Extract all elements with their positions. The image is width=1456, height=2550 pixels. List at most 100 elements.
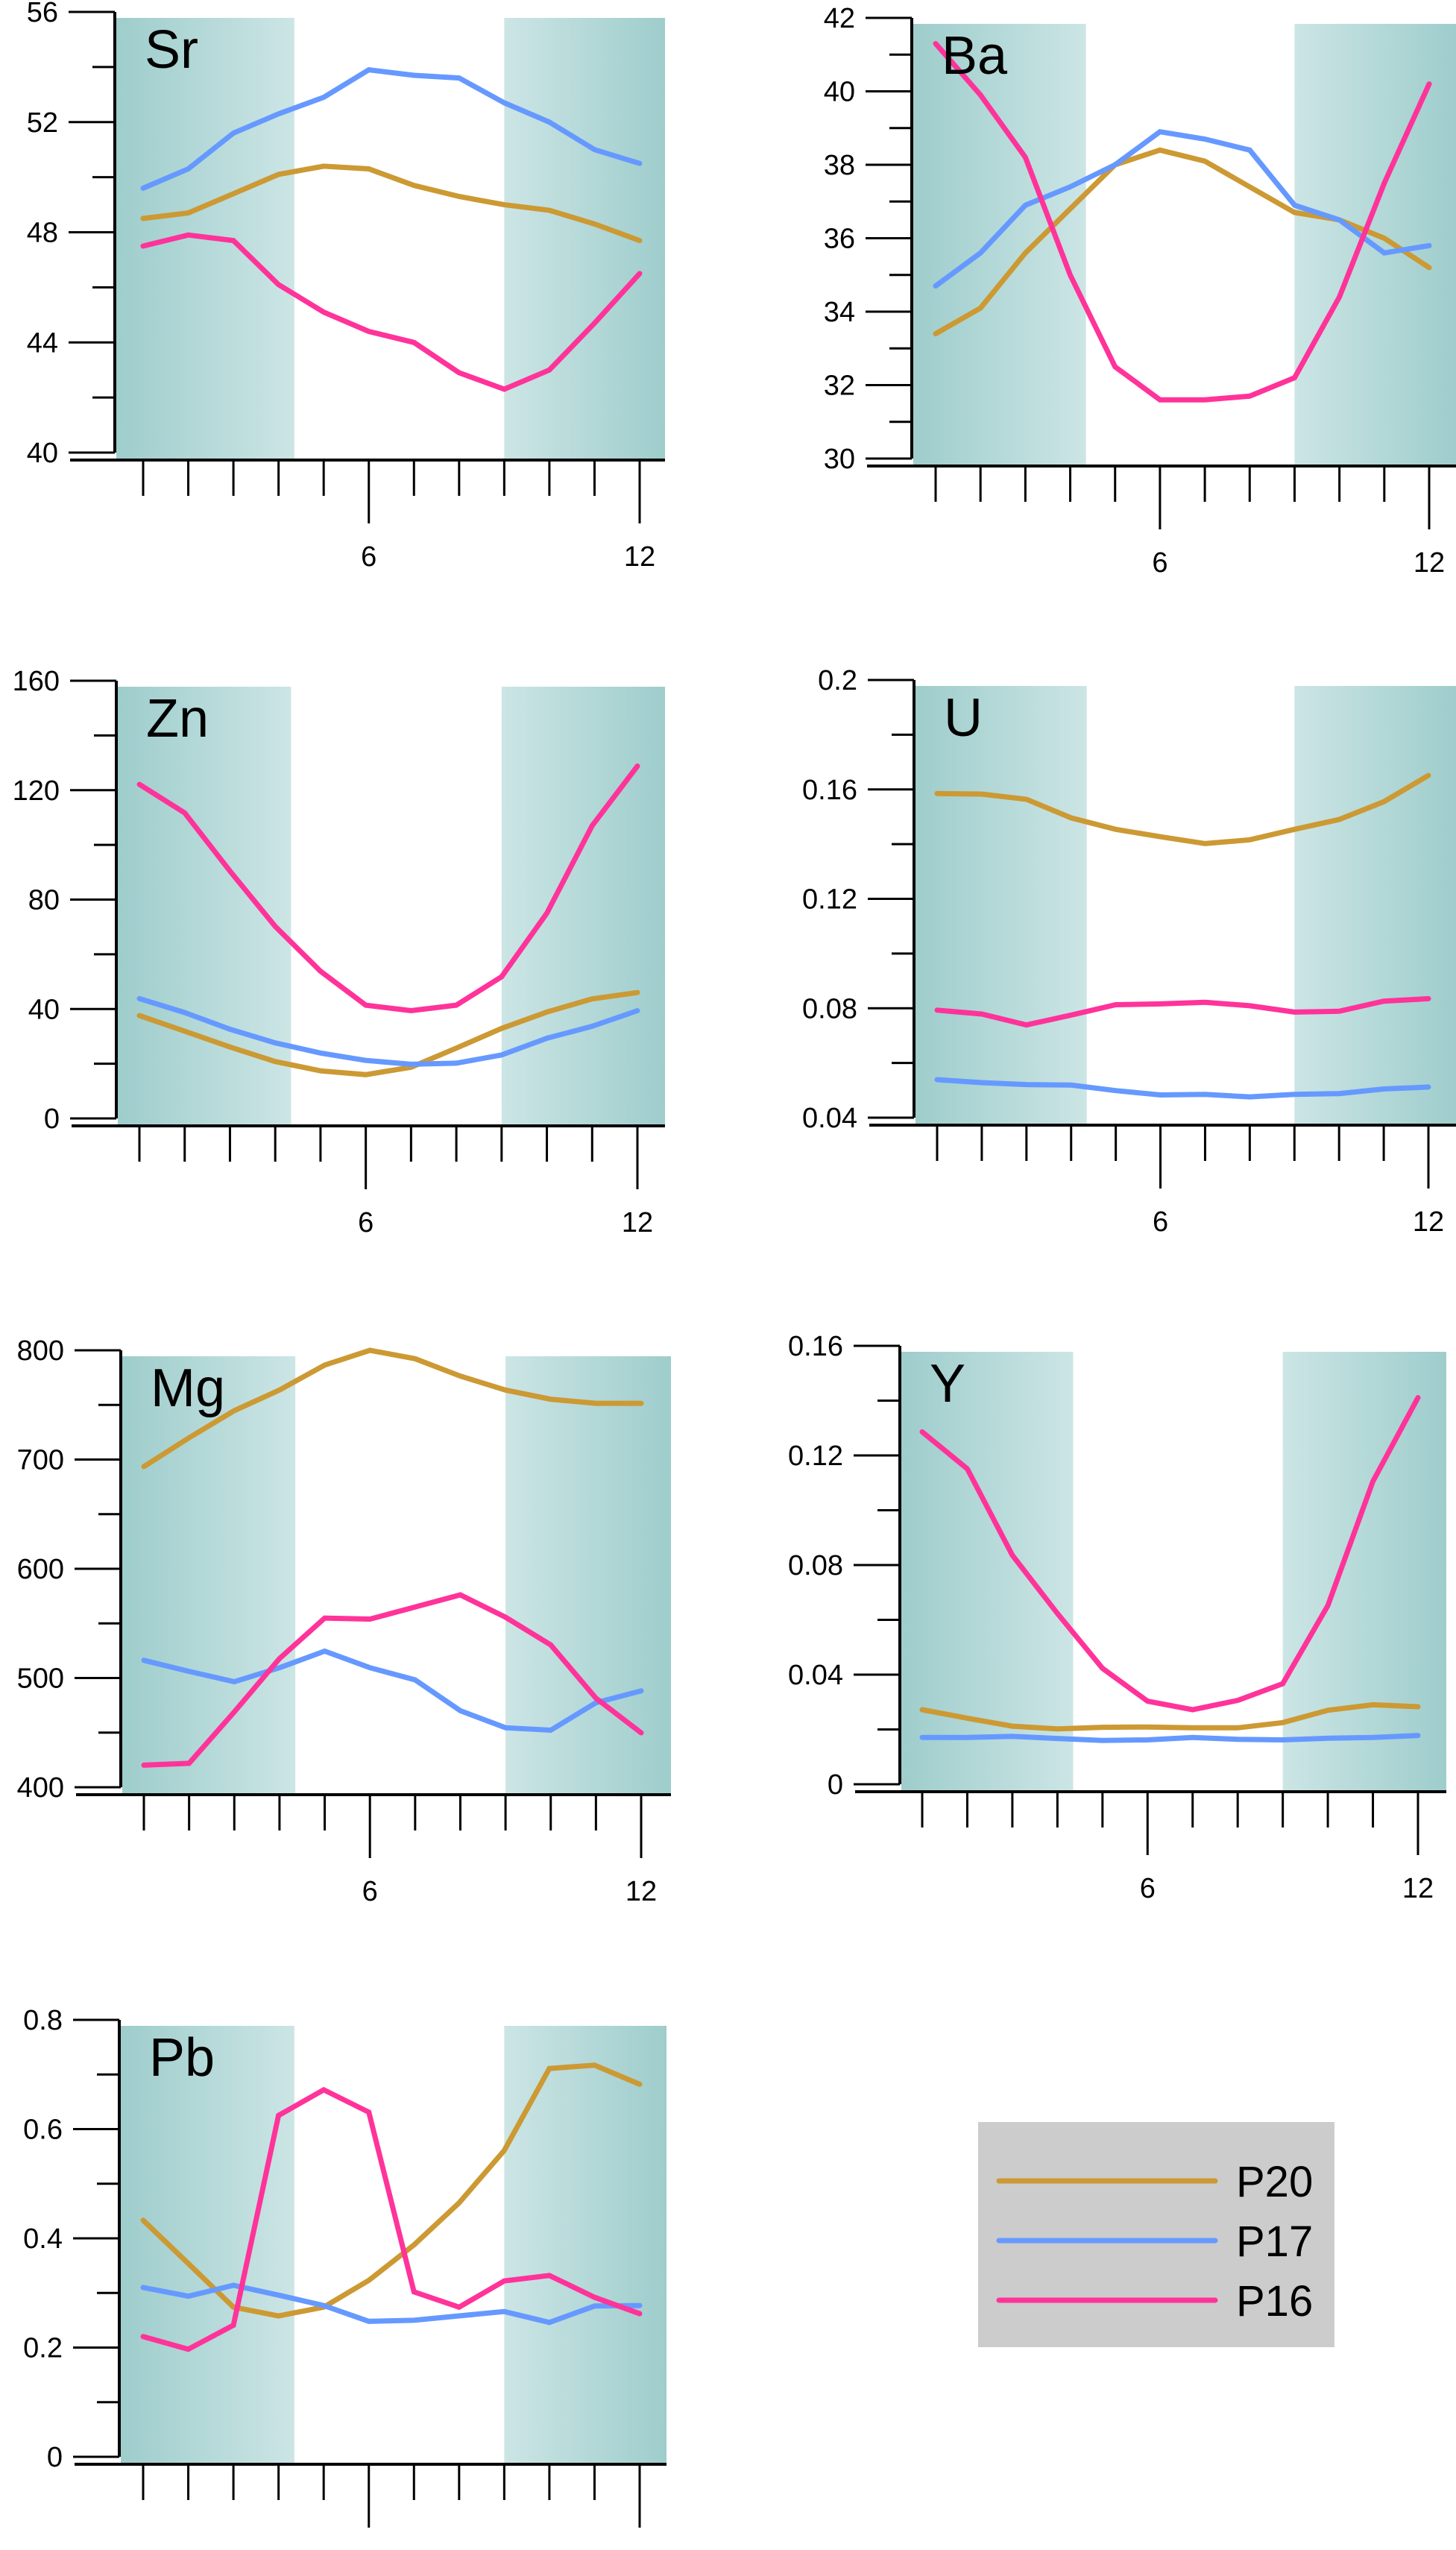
y-tick-label: 0.12	[802, 884, 857, 916]
legend-label: P17	[1236, 2217, 1313, 2266]
y-tick-label: 500	[17, 1663, 64, 1695]
panel-zn: 0 40 80 120 160 6 12 Zn	[13, 666, 665, 1238]
shade-region-early	[118, 687, 291, 1126]
y-tick-label: 700	[17, 1445, 64, 1476]
series-line-p20	[136, 989, 640, 1077]
y-tick-label: 40	[27, 438, 58, 469]
series-line-p20	[141, 1347, 644, 1470]
series-line-p17	[140, 2282, 643, 2326]
series-line-p16	[140, 232, 643, 392]
y-tick-label: 36	[824, 224, 855, 255]
x-tick-label: 6	[1153, 1206, 1168, 1238]
y-tick-label: 0.16	[802, 775, 857, 806]
y-tick-label: 38	[824, 150, 855, 181]
panel-title: Pb	[149, 2028, 215, 2088]
legend-box	[978, 2122, 1334, 2347]
panel-sr: 40 44 48 52 56 6 12 Sr	[27, 0, 665, 573]
series-line-p16	[934, 995, 1431, 1028]
y-tick-label: 0.08	[802, 993, 857, 1024]
shade-region-late	[501, 687, 665, 1126]
shade-region-early	[915, 686, 1087, 1125]
series-line-p16	[140, 2086, 643, 2352]
x-tick-label: 6	[361, 2546, 376, 2550]
panel-y: 0 0.04 0.08 0.12 0.16 6 12 Y	[788, 1331, 1446, 1904]
panel-title: Sr	[145, 20, 198, 80]
legend: P20 P17 P16	[978, 2122, 1334, 2347]
legend-entry-p20: P20	[996, 2158, 1313, 2206]
series-line-p17	[136, 995, 640, 1067]
y-tick-label: 0.04	[788, 1660, 843, 1691]
series-line-p20	[934, 772, 1431, 846]
shade-region-late	[1282, 1352, 1446, 1792]
y-tick-label: 40	[28, 994, 60, 1025]
y-tick-label: 160	[13, 666, 60, 697]
series-line-p20	[140, 163, 643, 244]
y-tick-label: 600	[17, 1554, 64, 1585]
y-tick-label: 32	[824, 371, 855, 402]
y-tick-label: 0.4	[23, 2223, 63, 2255]
x-tick-label: 12	[624, 2546, 655, 2550]
y-tick-label: 0.12	[788, 1441, 843, 1472]
y-tick-label: 56	[27, 0, 58, 28]
panel-title: U	[944, 688, 983, 748]
legend-label: P16	[1236, 2277, 1313, 2326]
x-tick-label: 6	[362, 1876, 378, 1907]
panel-pb: 0 0.2 0.4 0.6 0.8 6 12 Pb	[23, 2005, 666, 2550]
y-tick-label: 0	[828, 1769, 843, 1801]
shade-region-early	[901, 1352, 1074, 1792]
shade-region-early	[122, 1356, 296, 1795]
y-tick-label: 80	[28, 885, 60, 916]
x-tick-label: 6	[358, 1207, 374, 1238]
legend-entry-p16: P16	[996, 2277, 1313, 2326]
y-tick-label: 44	[27, 327, 58, 359]
x-tick-label: 12	[1414, 547, 1445, 579]
y-tick-label: 48	[27, 218, 58, 249]
panel-ba: 30 32 34 36 38 40 42 6 12 Ba	[824, 3, 1456, 579]
y-tick-label: 34	[824, 297, 855, 328]
shade-region-late	[1294, 686, 1456, 1125]
series-line-p20	[140, 2062, 643, 2319]
y-tick-label: 0.8	[23, 2005, 63, 2036]
shade-region-early	[121, 2026, 294, 2464]
y-tick-label: 400	[17, 1772, 64, 1804]
shade-region-late	[505, 1356, 671, 1795]
series-line-p17	[140, 66, 643, 191]
y-tick-label: 30	[824, 444, 855, 475]
x-tick-label: 6	[361, 541, 376, 573]
x-tick-label: 6	[1140, 1873, 1156, 1904]
y-tick-label: 0	[47, 2442, 63, 2473]
y-tick-label: 0.6	[23, 2115, 63, 2146]
y-tick-label: 52	[27, 107, 58, 139]
series-line-p17	[933, 129, 1432, 289]
panel-mg: 400 500 600 700 800 6 12 Mg	[17, 1335, 671, 1907]
series-line-p16	[919, 1395, 1421, 1713]
y-tick-label: 0.04	[802, 1103, 857, 1134]
x-tick-label: 12	[625, 1876, 657, 1907]
legend-label: P20	[1236, 2158, 1313, 2206]
y-tick-label: 0.2	[23, 2333, 63, 2364]
series-line-p17	[934, 1077, 1431, 1100]
series-line-p16	[136, 764, 640, 1014]
y-tick-label: 40	[824, 77, 855, 108]
legend-entry-p17: P17	[996, 2217, 1313, 2266]
series-line-p17	[919, 1733, 1421, 1743]
y-tick-label: 120	[13, 775, 60, 807]
x-tick-label: 12	[1413, 1206, 1444, 1238]
y-tick-label: 0.08	[788, 1550, 843, 1581]
panel-title: Ba	[942, 26, 1008, 86]
x-tick-label: 12	[624, 541, 655, 573]
shade-region-late	[504, 2026, 666, 2464]
y-tick-label: 0	[44, 1104, 60, 1135]
y-tick-label: 0.16	[788, 1331, 843, 1362]
x-tick-label: 12	[1402, 1873, 1434, 1904]
panel-title: Y	[930, 1354, 965, 1414]
panel-u: 0.04 0.08 0.12 0.16 0.2 6 12 U	[802, 665, 1456, 1238]
x-tick-label: 12	[622, 1207, 653, 1238]
series-line-p16	[141, 1592, 644, 1768]
panels: 40 44 48 52 56 6 12 Sr 30 32 34 36 38 40 42 6 12 Ba 0 40 80 1…	[13, 0, 1456, 2550]
panel-title: Zn	[146, 689, 209, 749]
panel-title: Mg	[151, 1359, 225, 1418]
series-line-p17	[141, 1648, 644, 1734]
series-line-p20	[919, 1701, 1421, 1732]
